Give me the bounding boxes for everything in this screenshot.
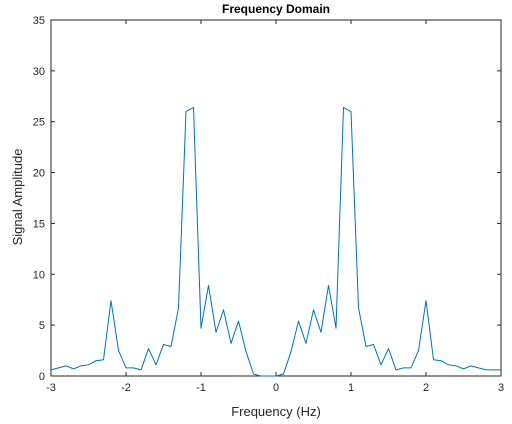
y-tick-label: 25 (33, 117, 45, 129)
x-tick-label: 0 (273, 382, 279, 394)
x-tick-label: -3 (46, 382, 56, 394)
axes-box (50, 19, 502, 377)
plot-area (50, 19, 502, 377)
y-tick-label: 15 (33, 218, 45, 230)
data-layer (50, 106, 501, 377)
x-tick-label: 1 (348, 382, 354, 394)
x-tick-label: -1 (196, 382, 206, 394)
x-axis-label: Frequency (Hz) (231, 404, 321, 419)
x-tick-label: -2 (121, 382, 131, 394)
chart-title: Frequency Domain (222, 2, 330, 16)
y-tick-label: 20 (33, 168, 45, 180)
y-tick-label: 35 (33, 15, 45, 27)
x-tick-label: 3 (498, 382, 504, 394)
y-tick-label: 5 (39, 320, 45, 332)
y-axis-label: Signal Amplitude (10, 149, 25, 246)
x-tick-label: 2 (423, 382, 429, 394)
y-tick-label: 0 (39, 371, 45, 383)
series-line-0 (50, 106, 501, 377)
y-tick-label: 10 (33, 269, 45, 281)
y-tick-label: 30 (33, 66, 45, 78)
